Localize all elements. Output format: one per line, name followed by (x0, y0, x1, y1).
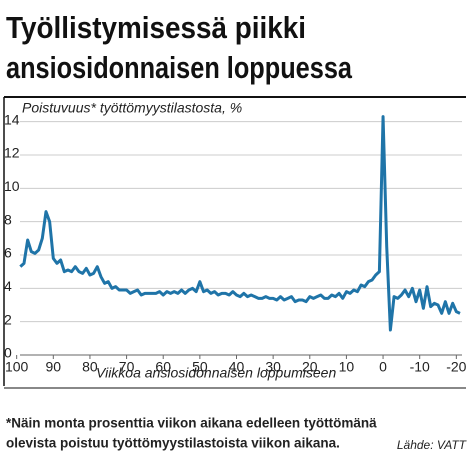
y-tick-label: 4 (4, 278, 12, 294)
y-tick-label: 6 (4, 245, 12, 261)
source: Lähde: VATT (397, 438, 468, 452)
x-tick-label: 100 (5, 359, 29, 375)
x-tick-label: 90 (46, 359, 62, 375)
subtitle: Poistuvuus* työttömyystilastosta, % (22, 100, 242, 116)
y-tick-label: 0 (4, 345, 12, 361)
x-tick-label: 50 (192, 359, 208, 375)
y-tick-label: 12 (4, 145, 20, 161)
x-tick-label: 80 (82, 359, 98, 375)
x-tick-label: 0 (379, 359, 387, 375)
x-axis-label: Viikkoa ansiosidonnaisen loppumiseen (96, 365, 336, 381)
x-tick-label: 40 (229, 359, 245, 375)
x-tick-label: 70 (119, 359, 135, 375)
y-tick-label: 2 (4, 311, 12, 327)
x-tick-label: 60 (155, 359, 171, 375)
x-tick-label: -20 (446, 359, 466, 375)
x-tick-label: 30 (265, 359, 281, 375)
data-line (19, 115, 461, 332)
y-tick-label: 10 (4, 178, 20, 194)
y-tick-label: 14 (4, 111, 20, 127)
footnote: *Näin monta prosenttia viikon aikana ede… (6, 416, 377, 431)
x-tick-label: 10 (339, 359, 355, 375)
chart-title: Työllistymisessä piikki (6, 10, 306, 45)
chart-title: ansiosidonnaisen loppuessa (6, 50, 353, 85)
y-tick-label: 8 (4, 211, 12, 227)
x-tick-label: -10 (410, 359, 430, 375)
footnote: olevista poistuu työttömyystilastoista v… (6, 436, 340, 451)
x-tick-label: 20 (302, 359, 318, 375)
